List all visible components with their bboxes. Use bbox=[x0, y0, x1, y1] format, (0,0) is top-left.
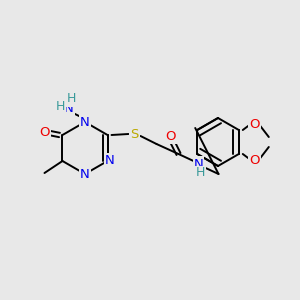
Text: N: N bbox=[64, 101, 74, 115]
Text: H: H bbox=[196, 167, 205, 179]
Text: N: N bbox=[80, 168, 90, 181]
Text: H: H bbox=[55, 100, 65, 113]
Text: O: O bbox=[250, 118, 260, 130]
Text: S: S bbox=[130, 128, 139, 140]
Text: O: O bbox=[165, 130, 176, 142]
Text: N: N bbox=[80, 116, 90, 128]
Text: H: H bbox=[66, 92, 76, 106]
Text: N: N bbox=[194, 158, 203, 170]
Text: O: O bbox=[39, 127, 50, 140]
Text: N: N bbox=[105, 154, 114, 167]
Text: O: O bbox=[250, 154, 260, 166]
